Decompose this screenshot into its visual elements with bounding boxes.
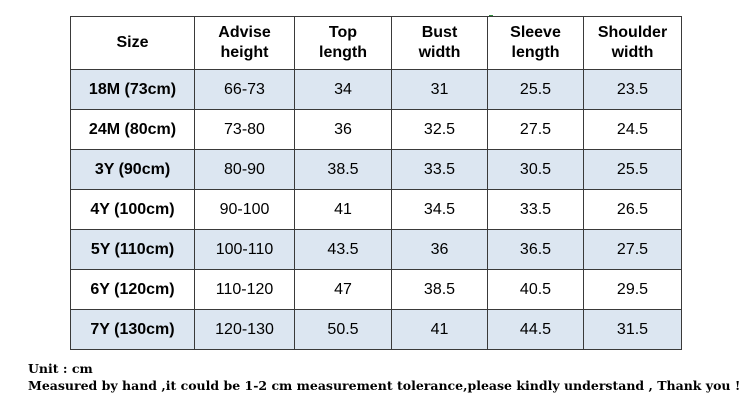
table-cell: 41 <box>391 309 488 350</box>
table-cell: 90-100 <box>194 189 295 230</box>
table-cell: 38.5 <box>294 149 392 190</box>
header-label: width <box>418 44 461 61</box>
header-label: Top <box>328 24 358 41</box>
table-row: 24M (80cm) 73-80 36 32.5 27.5 24.5 <box>70 109 682 150</box>
header-label: Shoulder <box>597 24 668 41</box>
table-row: 7Y (130cm) 120-130 50.5 41 44.5 31.5 <box>70 309 682 350</box>
table-cell: 33.5 <box>487 189 584 230</box>
table-cell: 50.5 <box>294 309 392 350</box>
table-cell: 33.5 <box>391 149 488 190</box>
header-shoulder-width: Shoulder width <box>583 16 682 70</box>
table-cell: 25.5 <box>487 69 584 110</box>
header-label: Sleeve <box>510 24 561 41</box>
table-cell: 36 <box>294 109 392 150</box>
table-cell: 27.5 <box>583 229 682 270</box>
table-row: 5Y (110cm) 100-110 43.5 36 36.5 27.5 <box>70 229 682 270</box>
tolerance-note: Measured by hand ,it could be 1-2 cm mea… <box>28 378 741 393</box>
notes: Unit : cm Measured by hand ,it could be … <box>28 360 740 394</box>
table-cell: 100-110 <box>194 229 295 270</box>
table-cell: 38.5 <box>391 269 488 310</box>
size-cell: 3Y (90cm) <box>70 149 195 190</box>
table-cell: 34.5 <box>391 189 488 230</box>
size-cell: 4Y (100cm) <box>70 189 195 230</box>
table-cell: 80-90 <box>194 149 295 190</box>
header-label: Advise <box>218 24 271 41</box>
size-chart-table: Size Advise height Top length Bust width Sl… <box>70 16 682 350</box>
table-cell: 44.5 <box>487 309 584 350</box>
table-cell: 66-73 <box>194 69 295 110</box>
size-cell: 18M (73cm) <box>70 69 195 110</box>
table-cell: 31 <box>391 69 488 110</box>
header-row: Size Advise height Top length Bust width Sl… <box>70 16 682 70</box>
table-cell: 36.5 <box>487 229 584 270</box>
header-sleeve-length: Sleeve length <box>487 16 584 70</box>
header-label: width <box>611 44 654 61</box>
table-cell: 47 <box>294 269 392 310</box>
size-cell: 7Y (130cm) <box>70 309 195 350</box>
header-label: length <box>511 44 560 61</box>
table-cell: 31.5 <box>583 309 682 350</box>
table-cell: 110-120 <box>194 269 295 310</box>
size-cell: 5Y (110cm) <box>70 229 195 270</box>
table-cell: 40.5 <box>487 269 584 310</box>
header-label: length <box>319 44 367 61</box>
header-bust-width: Bust width <box>391 16 488 70</box>
table-cell: 43.5 <box>294 229 392 270</box>
header-label: Size <box>116 34 149 51</box>
header-size: Size <box>70 16 195 70</box>
table-cell: 26.5 <box>583 189 682 230</box>
table-row: 4Y (100cm) 90-100 41 34.5 33.5 26.5 <box>70 189 682 230</box>
header-label: height <box>220 44 269 61</box>
header-top-length: Top length <box>294 16 392 70</box>
unit-note: Unit : cm <box>28 361 93 376</box>
table-cell: 24.5 <box>583 109 682 150</box>
table-cell: 73-80 <box>194 109 295 150</box>
size-cell: 24M (80cm) <box>70 109 195 150</box>
table-cell: 23.5 <box>583 69 682 110</box>
table-cell: 120-130 <box>194 309 295 350</box>
table-cell: 29.5 <box>583 269 682 310</box>
table-cell: 32.5 <box>391 109 488 150</box>
header-advise-height: Advise height <box>194 16 295 70</box>
table-row: 18M (73cm) 66-73 34 31 25.5 23.5 <box>70 69 682 110</box>
table-cell: 41 <box>294 189 392 230</box>
table-cell: 34 <box>294 69 392 110</box>
header-label: Bust <box>421 24 458 41</box>
table-cell: 27.5 <box>487 109 584 150</box>
table-row: 3Y (90cm) 80-90 38.5 33.5 30.5 25.5 <box>70 149 682 190</box>
table-cell: 30.5 <box>487 149 584 190</box>
table-row: 6Y (120cm) 110-120 47 38.5 40.5 29.5 <box>70 269 682 310</box>
size-cell: 6Y (120cm) <box>70 269 195 310</box>
table-cell: 25.5 <box>583 149 682 190</box>
table-cell: 36 <box>391 229 488 270</box>
